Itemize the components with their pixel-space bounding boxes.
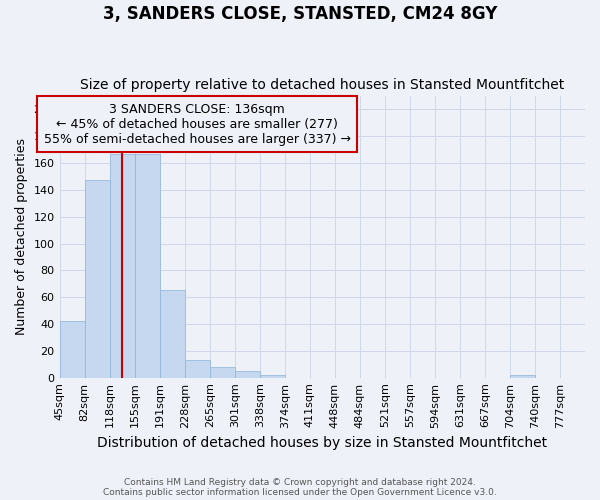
- Bar: [260, 375, 285, 378]
- Bar: [185, 360, 209, 378]
- Bar: [209, 367, 235, 378]
- Bar: [235, 371, 260, 378]
- X-axis label: Distribution of detached houses by size in Stansted Mountfitchet: Distribution of detached houses by size …: [97, 436, 547, 450]
- Y-axis label: Number of detached properties: Number of detached properties: [15, 138, 28, 336]
- Text: 3 SANDERS CLOSE: 136sqm
← 45% of detached houses are smaller (277)
55% of semi-d: 3 SANDERS CLOSE: 136sqm ← 45% of detache…: [44, 102, 350, 146]
- Text: Contains HM Land Registry data © Crown copyright and database right 2024.
Contai: Contains HM Land Registry data © Crown c…: [103, 478, 497, 497]
- Text: 3, SANDERS CLOSE, STANSTED, CM24 8GY: 3, SANDERS CLOSE, STANSTED, CM24 8GY: [103, 5, 497, 23]
- Bar: [110, 154, 134, 378]
- Bar: [134, 154, 160, 378]
- Bar: [59, 322, 85, 378]
- Bar: [510, 375, 535, 378]
- Bar: [85, 180, 110, 378]
- Bar: [160, 290, 185, 378]
- Title: Size of property relative to detached houses in Stansted Mountfitchet: Size of property relative to detached ho…: [80, 78, 565, 92]
